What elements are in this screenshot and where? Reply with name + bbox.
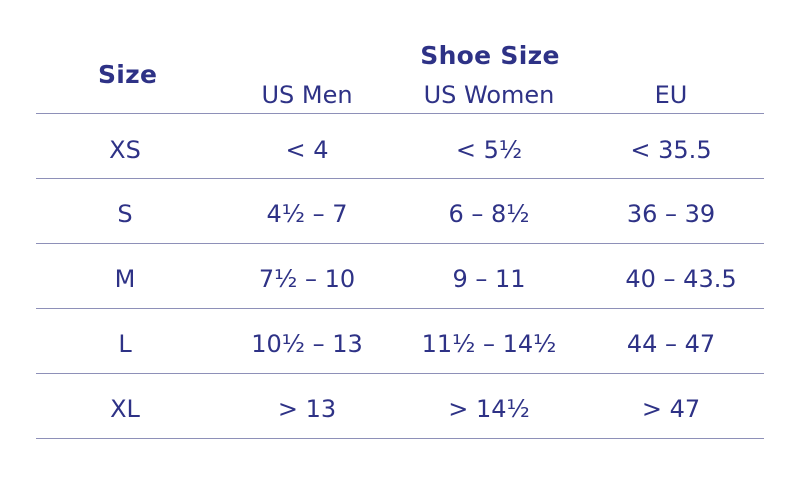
row-divider bbox=[36, 178, 764, 179]
us-women-cell: < 5½ bbox=[455, 136, 523, 164]
eu-cell: 36 – 39 bbox=[626, 200, 716, 228]
us-men-column-heading: US Men bbox=[261, 81, 353, 109]
us-women-cell: 6 – 8½ bbox=[448, 200, 530, 228]
us-women-cell: > 14½ bbox=[448, 395, 530, 423]
us-men-cell: 4½ – 7 bbox=[266, 200, 348, 228]
size-column-heading: Size bbox=[98, 60, 158, 89]
eu-column-heading: EU bbox=[654, 81, 688, 109]
us-men-cell: < 4 bbox=[285, 136, 329, 164]
us-men-cell: 10½ – 13 bbox=[251, 330, 363, 358]
header-divider bbox=[36, 113, 764, 114]
size-cell: S bbox=[117, 200, 133, 228]
size-cell: L bbox=[118, 330, 132, 358]
eu-cell: 40 – 43.5 bbox=[625, 265, 737, 293]
size-cell: XL bbox=[110, 395, 140, 423]
us-men-cell: 7½ – 10 bbox=[258, 265, 356, 293]
us-women-column-heading: US Women bbox=[423, 81, 555, 109]
row-divider bbox=[36, 243, 764, 244]
row-divider bbox=[36, 373, 764, 374]
us-men-cell: > 13 bbox=[277, 395, 337, 423]
size-cell: XS bbox=[109, 136, 141, 164]
size-cell: M bbox=[114, 265, 136, 293]
us-women-cell: 9 – 11 bbox=[452, 265, 526, 293]
bottom-divider bbox=[36, 438, 764, 439]
shoe-size-heading: Shoe Size bbox=[420, 41, 560, 70]
eu-cell: > 47 bbox=[641, 395, 701, 423]
eu-cell: < 35.5 bbox=[630, 136, 712, 164]
row-divider bbox=[36, 308, 764, 309]
us-women-cell: 11½ – 14½ bbox=[421, 330, 557, 358]
eu-cell: 44 – 47 bbox=[626, 330, 716, 358]
